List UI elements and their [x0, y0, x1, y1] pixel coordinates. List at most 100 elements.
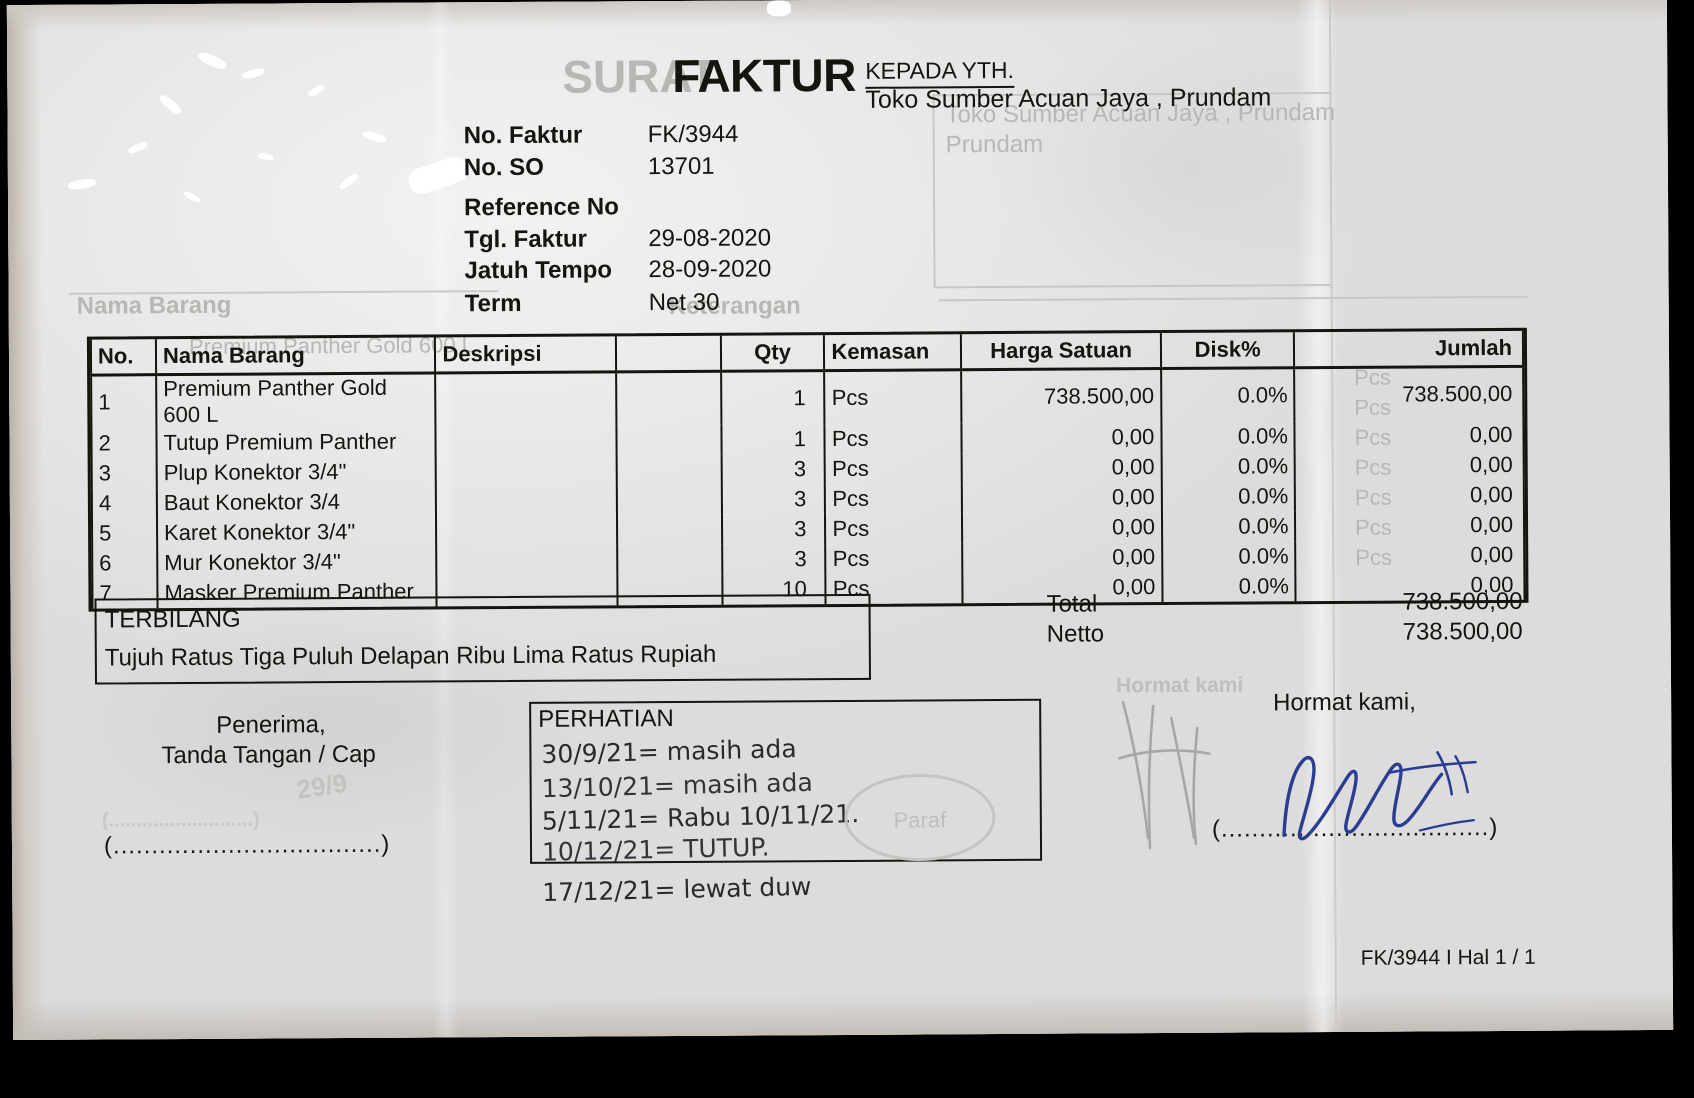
column-header-harga: Harga Satuan [961, 333, 1161, 370]
cell-deskripsi [436, 515, 618, 547]
cell-deskripsi [436, 545, 618, 577]
recipient-name: Toko Sumber Acuan Jaya , Prundam [865, 83, 1272, 114]
cell-qty: 3 [721, 544, 826, 575]
cell-disk: 0.0% [1161, 541, 1296, 573]
meta-label-jatuh-tempo: Jatuh Tempo [464, 256, 613, 285]
total-label: Total [1046, 590, 1098, 618]
meta-value-no-so: 13701 [647, 152, 715, 181]
cell-kemasan: Pcs [824, 423, 963, 455]
meta-label-no-so: No. SO [463, 153, 544, 182]
table-row: 1 Premium Panther Gold 600 L 1 Pcs 738.500,0… [91, 366, 1524, 429]
cell-deskripsi [436, 485, 618, 517]
cell-blank [617, 544, 723, 576]
penerima-label-line2: Tanda Tangan / Cap [161, 740, 376, 770]
cell-nama-barang: Baut Konektor 3/4 [156, 486, 437, 519]
cell-disk: 0.0% [1161, 511, 1296, 543]
cell-nama-barang: Karet Konektor 3/4" [156, 516, 437, 549]
netto-value: 738.500,00 [1402, 617, 1523, 646]
cell-qty: 3 [721, 514, 826, 545]
cell-disk: 0.0% [1160, 367, 1295, 423]
cell-jumlah: 0,00 [1295, 539, 1525, 572]
showthrough-nama-barang: Nama Barang [76, 291, 232, 320]
showthrough-rule [68, 290, 499, 295]
document-title: FAKTUR [672, 48, 857, 103]
meta-label-reference: Reference No [464, 193, 619, 222]
cell-qty: 1 [720, 370, 825, 425]
meta-label-tgl-faktur: Tgl. Faktur [464, 225, 588, 254]
cell-jumlah: 0,00 [1294, 419, 1524, 452]
terbilang-label: TERBILANG [104, 605, 241, 634]
cell-nama-barang: Plup Konektor 3/4" [156, 456, 437, 489]
showthrough-paraf: (..........................) [101, 808, 260, 832]
cell-no: 3 [91, 458, 157, 489]
cell-harga-satuan: 738.500,00 [961, 368, 1162, 424]
terbilang-value: Tujuh Ratus Tiga Puluh Delapan Ribu Lima… [104, 640, 717, 672]
column-header-no: No. [90, 339, 157, 376]
showthrough-hormat: Hormat kami [1115, 673, 1244, 698]
meta-value-tgl-faktur: 29-08-2020 [648, 224, 772, 253]
hormat-kami-signature-line: (...................................) [1211, 813, 1499, 843]
showthrough-stamp-date: 29/9 [294, 767, 350, 805]
cell-kemasan: Pcs [825, 543, 963, 575]
page-footer: FK/3944 I Hal 1 / 1 [1360, 945, 1536, 970]
cell-blank [617, 484, 722, 516]
cell-no: 6 [92, 548, 158, 579]
column-header-disk: Disk% [1160, 332, 1295, 369]
line-items-table: No. Nama Barang Deskripsi Qty Kemasan Ha… [86, 327, 1529, 612]
column-header-kemasan: Kemasan [824, 334, 962, 371]
cell-deskripsi [436, 455, 618, 487]
cell-harga-satuan: 0,00 [962, 512, 1162, 544]
cell-disk: 0.0% [1161, 481, 1296, 513]
cell-qty: 3 [721, 454, 826, 485]
column-header-deskripsi: Deskripsi [435, 336, 617, 373]
cell-blank [616, 424, 722, 456]
handwritten-note-5: 17/12/21= lewat duw [541, 871, 812, 908]
meta-label-no-faktur: No. Faktur [463, 121, 583, 150]
recipient-label: KEPADA YTH. [865, 56, 1015, 89]
column-header-qty: Qty [720, 335, 825, 372]
cell-kemasan: Pcs [824, 369, 962, 425]
cell-no: 2 [91, 428, 157, 459]
penerima-signature-line: (...................................) [103, 830, 391, 860]
invoice-content: SURAT Toko Sumber Acuan Jaya , Prundam P… [7, 0, 1673, 1040]
cell-no: 4 [91, 488, 157, 519]
cell-harga-satuan: 0,00 [961, 422, 1162, 454]
column-header-jumlah: Jumlah [1294, 330, 1524, 368]
total-value: 738.500,00 [1402, 587, 1523, 616]
cell-harga-satuan: 0,00 [962, 482, 1162, 514]
cell-nama-barang: Premium Panther Gold 600 L [156, 372, 436, 429]
meta-value-term: Net 30 [648, 288, 720, 317]
cell-disk: 0.0% [1161, 451, 1296, 483]
cell-jumlah: 0,00 [1295, 479, 1524, 512]
column-header-blank [616, 335, 721, 372]
meta-value-no-faktur: FK/3944 [647, 120, 739, 149]
cell-qty: 1 [721, 424, 826, 455]
cell-no: 1 [91, 374, 157, 429]
meta-value-jatuh-tempo: 28-09-2020 [648, 255, 772, 284]
showthrough-rule [938, 295, 1529, 302]
hormat-kami-label: Hormat kami, [1273, 688, 1416, 717]
showthrough-box [932, 91, 1333, 289]
cell-kemasan: Pcs [825, 453, 963, 485]
cell-jumlah: 0,00 [1295, 509, 1525, 542]
cell-harga-satuan: 0,00 [962, 542, 1163, 574]
handwritten-note-1: 30/9/21= masih ada [541, 734, 797, 770]
cell-jumlah: 738.500,00 [1294, 366, 1524, 422]
cell-disk: 0.0% [1161, 421, 1296, 453]
cell-nama-barang: Mur Konektor 3/4" [157, 546, 437, 579]
penerima-label-line1: Penerima, [216, 711, 326, 739]
cell-blank [616, 454, 722, 486]
cell-blank [617, 514, 722, 546]
cell-disk: 0.0% [1162, 571, 1296, 603]
cell-harga-satuan: 0,00 [962, 452, 1162, 484]
cell-blank [616, 371, 722, 426]
cell-qty: 3 [721, 484, 826, 515]
cell-kemasan: Pcs [825, 483, 963, 515]
cell-deskripsi [435, 371, 617, 427]
cell-jumlah: 0,00 [1295, 449, 1524, 482]
paraf-mark [1118, 700, 1211, 850]
cell-deskripsi [435, 425, 617, 457]
meta-label-term: Term [464, 289, 522, 318]
column-header-nama: Nama Barang [155, 337, 436, 375]
